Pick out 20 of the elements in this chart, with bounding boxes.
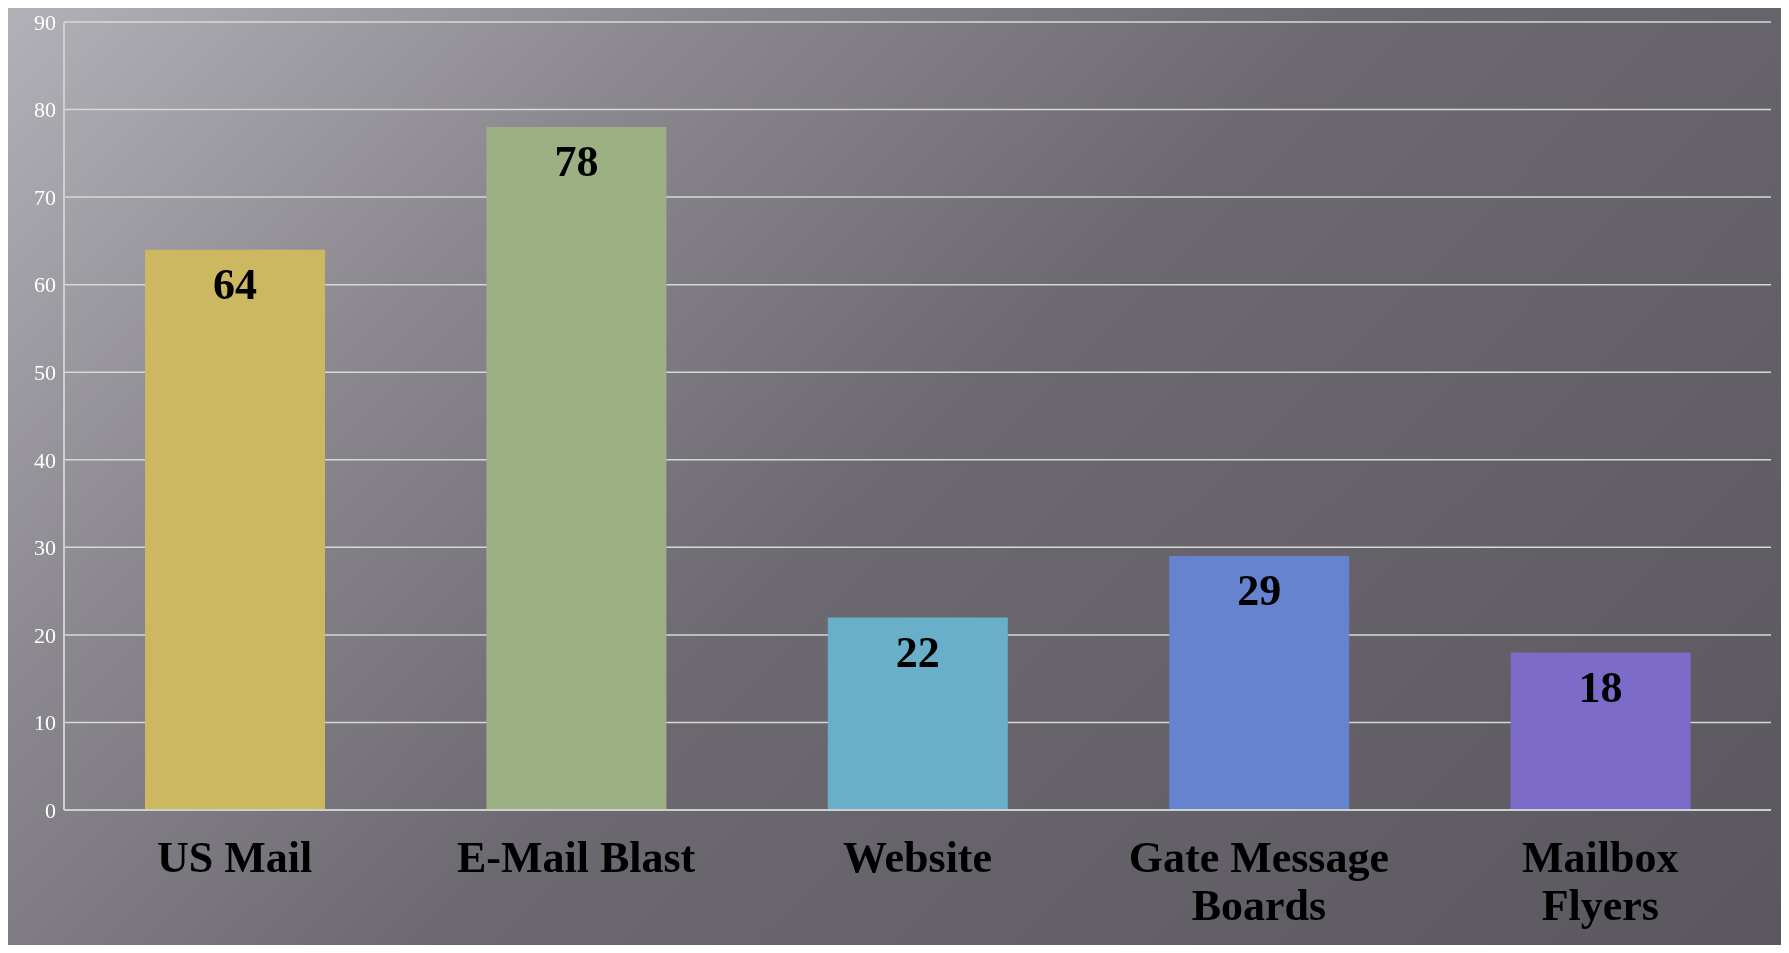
x-tick-label: E-Mail Blast [456,833,696,882]
data-label: 64 [213,259,257,309]
y-tick-label: 20 [34,622,56,648]
y-tick-label: 60 [34,272,56,298]
y-tick-label: 80 [34,97,56,123]
data-label: 18 [1578,662,1623,712]
y-tick-label: 30 [34,535,56,561]
y-tick-label: 70 [34,184,56,210]
x-tick-label: US Mail [157,833,313,882]
data-label: 22 [895,627,940,677]
y-tick-label: 40 [34,447,56,473]
data-label: 78 [554,137,599,187]
y-tick-label: 90 [34,9,56,35]
y-tick-label: 50 [34,360,56,386]
data-label: 29 [1237,566,1282,616]
y-tick-label: 10 [34,710,56,736]
y-tick-label: 0 [45,797,56,823]
x-tick-label: Gate Message Boards [1128,833,1390,930]
x-tick-label: Website [842,833,993,882]
x-tick-label: Mailbox Flyers [1522,833,1679,930]
